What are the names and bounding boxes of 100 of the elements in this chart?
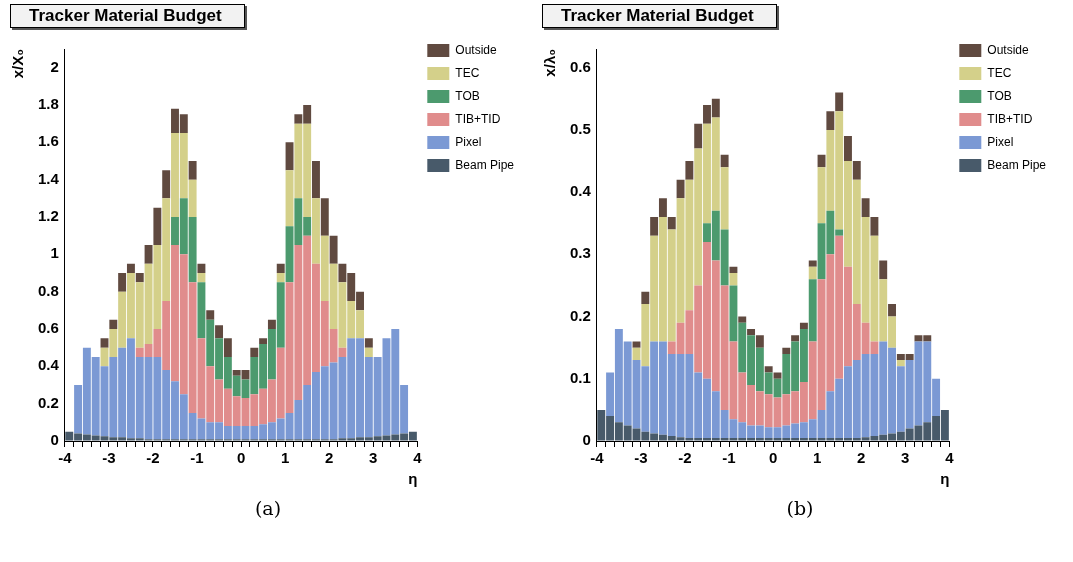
bar	[206, 310, 215, 320]
bar	[197, 273, 206, 283]
bar	[641, 291, 650, 305]
bar	[320, 198, 329, 236]
y-tick-label: 2	[50, 57, 59, 75]
bar	[694, 123, 703, 149]
bar	[808, 266, 817, 280]
y-tick-label: 1.8	[37, 95, 59, 113]
y-tick-label: 1.2	[37, 207, 59, 225]
bar	[782, 347, 791, 354]
bar	[109, 319, 118, 329]
x-tick-label: -2	[678, 449, 692, 467]
x-tick-label: -1	[722, 449, 736, 467]
bar	[259, 338, 268, 344]
bar	[276, 263, 285, 273]
legend-label: Pixel	[987, 134, 1014, 149]
bar	[764, 366, 773, 373]
bar	[729, 266, 738, 273]
x-tick-label: 3	[901, 449, 910, 467]
bar	[126, 263, 135, 273]
bar	[729, 273, 738, 286]
bar	[676, 179, 685, 199]
bar	[808, 260, 817, 267]
bar	[632, 341, 641, 348]
x-tick-label: 1	[812, 449, 822, 467]
y-tick-label: 0.2	[569, 306, 591, 324]
bar	[667, 217, 676, 230]
text: (a)	[253, 497, 283, 519]
bar	[747, 329, 756, 336]
bar	[799, 322, 808, 329]
bar	[844, 136, 852, 161]
bar	[118, 273, 127, 292]
bar	[144, 245, 153, 264]
bar	[267, 319, 276, 329]
y-tick-label: 0.4	[569, 182, 592, 200]
legend-label: TIB+TID	[455, 111, 501, 126]
text: (b)	[785, 497, 815, 519]
bar	[870, 217, 879, 236]
bar	[276, 273, 285, 283]
bar	[650, 217, 659, 236]
bar	[720, 154, 729, 168]
x-tick-label: 3	[369, 449, 378, 467]
x-tick-label: -2	[146, 449, 160, 467]
bar	[100, 338, 109, 348]
x-tick-label: 2	[325, 449, 334, 467]
bar	[364, 338, 373, 348]
bar	[835, 92, 844, 112]
y-tick-label: 0.2	[37, 393, 59, 411]
x-tick-label: -3	[102, 449, 116, 467]
chart-title: Tracker Material Budget	[10, 4, 245, 28]
x-axis-title: η	[940, 470, 950, 488]
bar	[215, 325, 224, 339]
legend-label: Outside	[987, 42, 1029, 57]
bar	[817, 154, 826, 168]
legend-label: TEC	[987, 65, 1012, 80]
bar	[223, 338, 232, 357]
bar	[285, 142, 294, 171]
legend-label: Beam Pipe	[987, 157, 1047, 172]
y-axis-title: x/λ₀	[541, 49, 559, 77]
y-axis-title: x/X₀	[9, 49, 27, 79]
x-tick-label: -4	[590, 449, 605, 467]
y-tick-label: 1	[50, 244, 59, 262]
bar	[826, 111, 835, 130]
bar	[364, 347, 373, 357]
bar	[755, 335, 764, 348]
y-tick-label: 0.8	[37, 281, 59, 299]
legend-label: TOB	[987, 88, 1012, 103]
x-tick-label: 0	[768, 449, 778, 467]
y-tick-label: 0.5	[569, 120, 591, 138]
bar	[329, 235, 338, 264]
bar	[312, 161, 320, 199]
bar	[250, 347, 259, 357]
y-tick-label: 0	[582, 431, 591, 449]
bar	[197, 263, 206, 273]
legend-label: TIB+TID	[987, 111, 1033, 126]
y-tick-label: 0.4	[37, 356, 60, 374]
x-tick-label: 4	[413, 449, 423, 467]
bar	[791, 335, 800, 342]
bar	[738, 316, 747, 323]
x-axis-title: η	[408, 470, 418, 488]
y-tick-label: 0.6	[569, 57, 591, 75]
bar	[852, 161, 861, 180]
y-tick-label: 0.1	[569, 368, 591, 386]
y-tick-label: 0	[50, 431, 59, 449]
bar	[879, 260, 888, 280]
bar	[888, 304, 896, 317]
y-tick-label: 0.6	[37, 319, 59, 337]
bar	[861, 198, 870, 217]
bar	[135, 273, 144, 283]
chart-title: Tracker Material Budget	[542, 4, 777, 28]
legend-label: Outside	[455, 42, 497, 57]
legend-label: Beam Pipe	[455, 157, 515, 172]
y-tick-label: 0.3	[569, 244, 591, 262]
x-tick-label: -3	[634, 449, 648, 467]
y-tick-label: 1.4	[37, 169, 60, 187]
x-tick-label: -4	[58, 449, 73, 467]
x-tick-label: 4	[945, 449, 955, 467]
bar	[685, 161, 694, 180]
bar	[153, 207, 162, 245]
bar	[188, 161, 197, 180]
